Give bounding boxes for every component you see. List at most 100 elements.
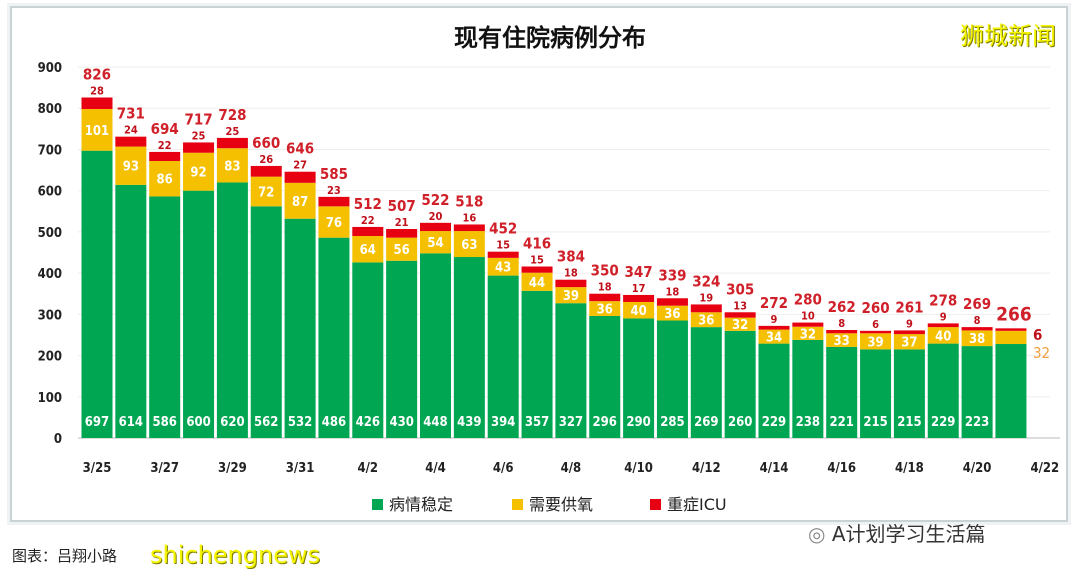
data-label: 18 bbox=[598, 281, 612, 294]
bar-segment-0 bbox=[589, 315, 621, 438]
bar-segment-2 bbox=[318, 196, 350, 207]
data-label: 9 bbox=[906, 317, 913, 330]
total-label: 585 bbox=[320, 165, 348, 183]
bar-segment-2 bbox=[623, 294, 655, 302]
total-label: 416 bbox=[523, 235, 551, 253]
bar-segment-2 bbox=[961, 327, 993, 331]
total-label: 731 bbox=[117, 105, 145, 123]
bar-segment-1 bbox=[284, 182, 316, 219]
data-label: 532 bbox=[288, 415, 312, 430]
bar-segment-2 bbox=[216, 137, 248, 149]
data-label: 28 bbox=[90, 85, 104, 98]
bar-segment-1 bbox=[386, 237, 418, 261]
bar-segment-1 bbox=[623, 301, 655, 319]
bar-segment-0 bbox=[115, 184, 147, 438]
x-tick-label: 3/31 bbox=[286, 461, 315, 476]
data-label: 18 bbox=[564, 267, 578, 280]
data-label: 296 bbox=[593, 415, 617, 430]
bar-segment-2 bbox=[453, 224, 485, 232]
data-label: 614 bbox=[119, 415, 143, 430]
legend-label: 病情稳定 bbox=[389, 495, 453, 514]
data-label: 357 bbox=[525, 415, 549, 430]
bar-segment-2 bbox=[487, 251, 519, 258]
bar-segment-1 bbox=[115, 146, 147, 185]
data-label: 426 bbox=[356, 415, 380, 430]
bar-segment-1 bbox=[555, 287, 587, 304]
watermark-logo-top: 狮城新闻 bbox=[960, 22, 1056, 50]
bar-segment-2 bbox=[893, 330, 925, 335]
bar-segment-2 bbox=[149, 151, 181, 161]
bar-segment-1 bbox=[487, 257, 519, 276]
data-label: 448 bbox=[423, 415, 447, 430]
data-label: 215 bbox=[863, 415, 887, 430]
bar-segment-1 bbox=[860, 333, 892, 350]
data-label: 229 bbox=[762, 415, 786, 430]
data-label: 13 bbox=[733, 299, 747, 312]
data-label: 25 bbox=[192, 129, 206, 142]
data-label: 23 bbox=[327, 184, 341, 197]
total-label: 278 bbox=[929, 291, 957, 309]
data-label: 87 bbox=[292, 195, 308, 210]
data-label: 290 bbox=[626, 415, 650, 430]
x-tick-label: 4/8 bbox=[561, 461, 582, 476]
wechat-icon: ◎ bbox=[808, 522, 832, 546]
bar-segment-0 bbox=[149, 196, 181, 438]
data-label: 16 bbox=[462, 211, 476, 224]
data-label: 15 bbox=[496, 239, 510, 252]
data-label: 34 bbox=[766, 331, 782, 346]
total-label: 347 bbox=[625, 263, 653, 281]
x-tick-label: 4/4 bbox=[425, 461, 446, 476]
data-label: 223 bbox=[965, 415, 989, 430]
watermark-logo-bottom: shichengnews bbox=[150, 541, 321, 569]
bar-segment-2 bbox=[826, 329, 858, 334]
total-label: 717 bbox=[184, 110, 212, 128]
data-label: 430 bbox=[389, 415, 413, 430]
bar-segment-2 bbox=[589, 293, 621, 302]
total-label: 324 bbox=[692, 272, 720, 290]
x-tick-label: 4/20 bbox=[963, 461, 992, 476]
data-label: 562 bbox=[254, 415, 278, 430]
data-label: 33 bbox=[834, 334, 850, 349]
data-label: 620 bbox=[220, 415, 244, 430]
data-label: 269 bbox=[694, 415, 718, 430]
x-tick-label: 3/29 bbox=[218, 461, 247, 476]
chart-title: 现有住院病例分布 bbox=[454, 24, 646, 52]
bar-segment-0 bbox=[860, 349, 892, 438]
data-label: 36 bbox=[597, 303, 613, 318]
bar-segment-1 bbox=[758, 329, 790, 344]
x-tick-label: 3/25 bbox=[83, 461, 112, 476]
data-label: 83 bbox=[224, 159, 240, 174]
data-label: 394 bbox=[491, 415, 515, 430]
data-label: 17 bbox=[632, 282, 646, 295]
bar-segment-1 bbox=[961, 330, 993, 347]
x-tick-label: 4/16 bbox=[827, 461, 856, 476]
bar-segment-0 bbox=[555, 303, 587, 438]
bar-segment-1 bbox=[352, 236, 384, 263]
data-label: 22 bbox=[361, 214, 375, 227]
data-label: 439 bbox=[457, 415, 481, 430]
total-label: 261 bbox=[895, 298, 923, 316]
bar-segment-1 bbox=[792, 326, 824, 340]
x-tick-label: 4/18 bbox=[895, 461, 924, 476]
bar-segment-1 bbox=[995, 330, 1027, 345]
bar-segment-1 bbox=[826, 333, 858, 347]
total-label: 646 bbox=[286, 140, 314, 158]
bar-segment-0 bbox=[826, 346, 858, 438]
bar-segment-2 bbox=[284, 171, 316, 183]
bar-segment-0 bbox=[521, 290, 553, 438]
y-tick-label: 300 bbox=[38, 308, 62, 323]
bar-segment-2 bbox=[690, 304, 722, 313]
bar-segment-2 bbox=[521, 266, 553, 273]
x-tick-label: 4/12 bbox=[692, 461, 721, 476]
total-label: 384 bbox=[557, 248, 585, 266]
data-label-oxygen: 32 bbox=[1033, 344, 1050, 362]
data-label: 25 bbox=[226, 125, 240, 138]
bar-segment-1 bbox=[216, 148, 248, 183]
bar-segment-0 bbox=[758, 343, 790, 438]
data-label: 697 bbox=[85, 415, 109, 430]
bar-segment-1 bbox=[81, 109, 113, 151]
data-label-icu: 6 bbox=[1033, 326, 1042, 344]
data-label: 26 bbox=[259, 153, 273, 166]
x-tick-label: 4/6 bbox=[493, 461, 514, 476]
data-label: 215 bbox=[897, 415, 921, 430]
